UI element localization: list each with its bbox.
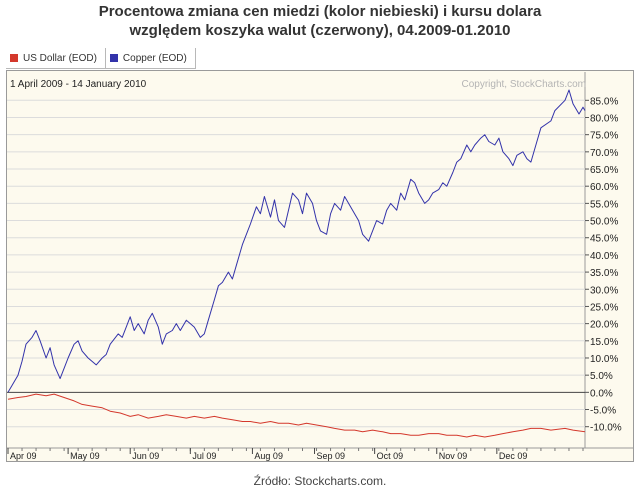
x-tick-label: Apr 09: [10, 451, 37, 461]
legend-item-us-dollar[interactable]: US Dollar (EOD): [6, 48, 106, 68]
gridlines: [7, 72, 633, 449]
y-tick-label: 50.0%: [590, 217, 618, 228]
y-tick-label: -5.0%: [590, 406, 616, 417]
y-tick-label: 60.0%: [590, 182, 618, 193]
period-label: 1 April 2009 - 14 January 2010: [10, 79, 147, 90]
chart-title: Procentowa zmiana cen miedzi (kolor nieb…: [0, 2, 640, 40]
y-tick-label: 5.0%: [590, 371, 613, 382]
y-tick-label: 25.0%: [590, 302, 618, 313]
y-tick-label: 85.0%: [590, 96, 618, 107]
x-tick-label: Jul 09: [192, 451, 216, 461]
y-tick-label: 65.0%: [590, 165, 618, 176]
source-caption: Źródło: Stockcharts.com.: [253, 474, 387, 488]
x-tick-label: Oct 09: [377, 451, 404, 461]
x-tick-label: Aug 09: [254, 451, 283, 461]
legend-label-copper: Copper (EOD): [122, 52, 187, 64]
y-tick-label: 70.0%: [590, 148, 618, 159]
x-tick-label: Sep 09: [317, 451, 346, 461]
x-tick-label: Nov 09: [439, 451, 468, 461]
chart-panel: [6, 70, 634, 462]
legend-swatch-us-dollar: [10, 54, 18, 62]
series-line-copper: [7, 89, 586, 393]
chart-title-line-2: względem koszyka walut (czerwony), 04.20…: [129, 22, 511, 39]
y-tick-label: 10.0%: [590, 354, 618, 365]
y-tick-label: -10.0%: [590, 423, 622, 434]
legend-label-us-dollar: US Dollar (EOD): [23, 52, 97, 64]
y-tick-label: 80.0%: [590, 113, 618, 124]
copyright-label: Copyright, StockCharts.com: [461, 79, 587, 90]
series-lines: [7, 89, 586, 438]
x-tick-label: May 09: [70, 451, 100, 461]
y-tick-label: 40.0%: [590, 251, 618, 262]
legend-swatch-copper: [109, 54, 118, 62]
y-tick-label: 30.0%: [590, 285, 618, 296]
x-tick-label: Dec 09: [499, 451, 528, 461]
legend: US Dollar (EOD) Copper (EOD): [6, 48, 196, 69]
y-tick-label: 15.0%: [590, 337, 618, 348]
x-tick-label: Jun 09: [132, 451, 159, 461]
x-axis-ticks: Apr 09 May 09 Jun 09 Jul 09 Aug 09 Sep 09 Oct …: [7, 448, 584, 461]
y-tick-label: 75.0%: [590, 131, 618, 142]
y-axis-ticks: 85.0% 80.0% 75.0% 70.0% 65.0% 60.0% 55.0% 50.0%…: [585, 96, 622, 434]
chart-title-line-1: Procentowa zmiana cen miedzi (kolor nieb…: [98, 3, 542, 20]
legend-item-copper[interactable]: Copper (EOD): [106, 48, 196, 68]
y-tick-label: 55.0%: [590, 199, 618, 210]
series-line-us-dollar: [7, 393, 586, 438]
y-tick-label: 35.0%: [590, 268, 618, 279]
y-tick-label: 20.0%: [590, 320, 618, 331]
y-tick-label: 0.0%: [590, 388, 613, 399]
y-tick-label: 45.0%: [590, 234, 618, 245]
